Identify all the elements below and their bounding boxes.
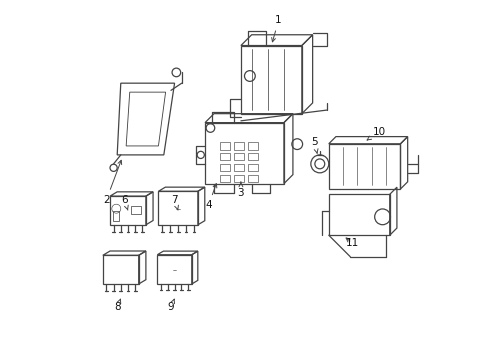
Text: 6: 6 [121,195,128,210]
Text: 4: 4 [205,184,216,210]
Bar [219,175,229,182]
Bar [248,142,258,149]
Text: 2: 2 [103,160,122,205]
Bar [112,211,119,221]
Bar [248,175,258,182]
Bar [219,164,229,171]
Bar [234,153,244,160]
Text: 7: 7 [171,195,178,210]
Text: 11: 11 [345,238,358,248]
Bar [219,153,229,160]
Text: 3: 3 [237,182,244,198]
Bar [248,164,258,171]
Bar [248,153,258,160]
Text: 10: 10 [366,127,385,140]
Text: 1: 1 [271,15,281,42]
Bar [219,142,229,149]
Bar [234,175,244,182]
Bar [130,206,140,214]
Text: 9: 9 [167,299,174,312]
Text: 8: 8 [114,299,121,312]
Bar [234,164,244,171]
Bar [234,142,244,149]
Text: 5: 5 [310,138,317,153]
